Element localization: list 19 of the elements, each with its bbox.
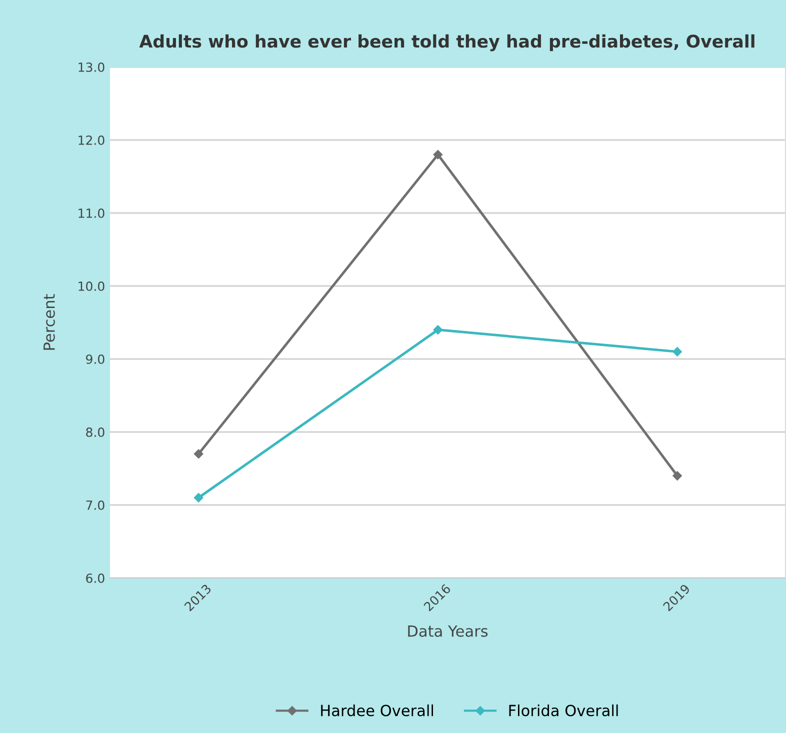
point	[433, 325, 443, 334]
y-tick-label: 8.0	[86, 427, 104, 437]
point	[672, 347, 682, 356]
y-tick-label: 7.0	[86, 500, 104, 510]
y-tick-label: 12.0	[78, 135, 104, 145]
point	[672, 471, 682, 480]
y-tick-label: 9.0	[86, 354, 104, 364]
point	[194, 493, 204, 502]
legend-label: Florida Overall	[509, 704, 618, 716]
x-axis-title: Data Years	[408, 625, 488, 637]
y-tick-label: 10.0	[78, 281, 104, 291]
y-tick-label: 13.0	[78, 62, 104, 72]
y-tick-label: 11.0	[78, 208, 104, 218]
point	[194, 449, 204, 459]
chart-title: Adults who have ever been told they had pre-diabetes, Overall	[139, 34, 754, 52]
legend-label: Hardee Overall	[321, 704, 434, 716]
point	[433, 150, 443, 160]
y-axis-title: Percent	[44, 294, 55, 350]
y-tick-label: 6.0	[86, 573, 104, 583]
